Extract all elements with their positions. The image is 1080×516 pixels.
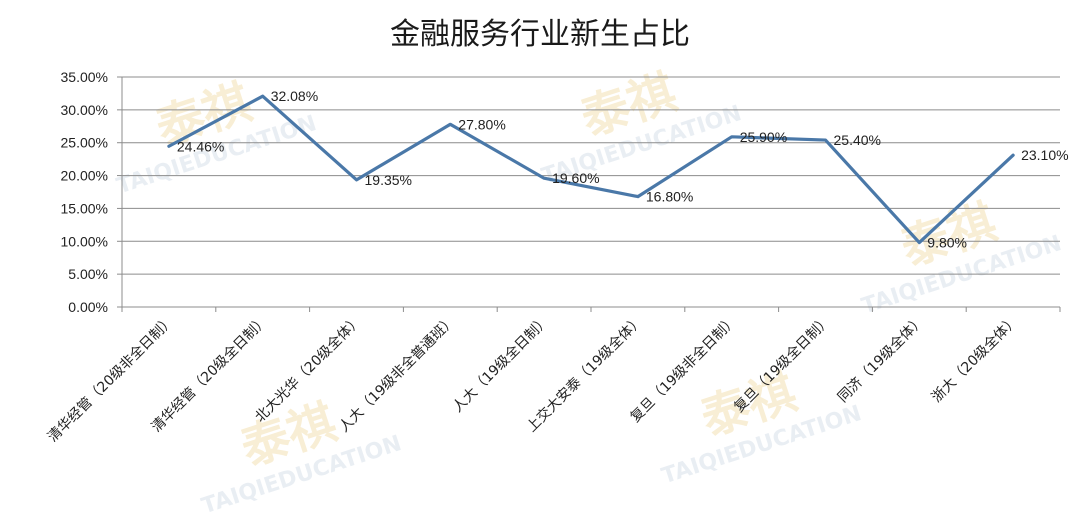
- series-line: [167, 94, 1015, 245]
- y-tick-label: 25.00%: [61, 135, 108, 151]
- x-tick-label: 人大（19级全日制）: [449, 312, 553, 416]
- data-label: 24.46%: [177, 138, 224, 154]
- data-label: 25.90%: [740, 129, 787, 145]
- data-label: 23.10%: [1021, 147, 1068, 163]
- y-tick-label: 10.00%: [61, 233, 108, 249]
- y-tick-label: 30.00%: [61, 102, 108, 118]
- y-tick-label: 5.00%: [68, 266, 108, 282]
- data-labels: 24.46% 32.08% 19.35% 27.80% 19.60% 16.80% 25.9…: [177, 88, 1069, 250]
- series-line-path: [167, 94, 1015, 245]
- data-label: 25.40%: [834, 132, 881, 148]
- x-tick-label: 浙大（20级全体）: [928, 312, 1022, 406]
- data-label: 9.80%: [927, 235, 967, 251]
- y-tick-label: 20.00%: [61, 168, 108, 184]
- y-tick-label: 15.00%: [61, 200, 108, 216]
- x-axis: 清华经管（20级非全日制）清华经管（20级全日制）北大光华（20级全体）人大（1…: [44, 307, 1061, 445]
- x-tick-label: 同济（19级全体）: [834, 312, 928, 406]
- y-tick-label: 0.00%: [68, 299, 108, 315]
- data-label: 19.35%: [365, 172, 412, 188]
- y-axis: 0.00% 5.00% 10.00% 15.00% 20.00% 25.00% 30.00%…: [61, 69, 123, 315]
- data-label: 27.80%: [458, 116, 505, 132]
- chart-title: 金融服务行业新生占比: [390, 17, 690, 52]
- y-tick-label: 35.00%: [61, 69, 108, 85]
- data-label: 32.08%: [271, 88, 318, 104]
- data-label: 19.60%: [552, 170, 599, 186]
- data-label: 16.80%: [646, 189, 693, 205]
- watermark-layer: 泰祺TAIQIEDUCATION泰祺TAIQIEDUCATION泰祺TAIQIE…: [114, 64, 1065, 516]
